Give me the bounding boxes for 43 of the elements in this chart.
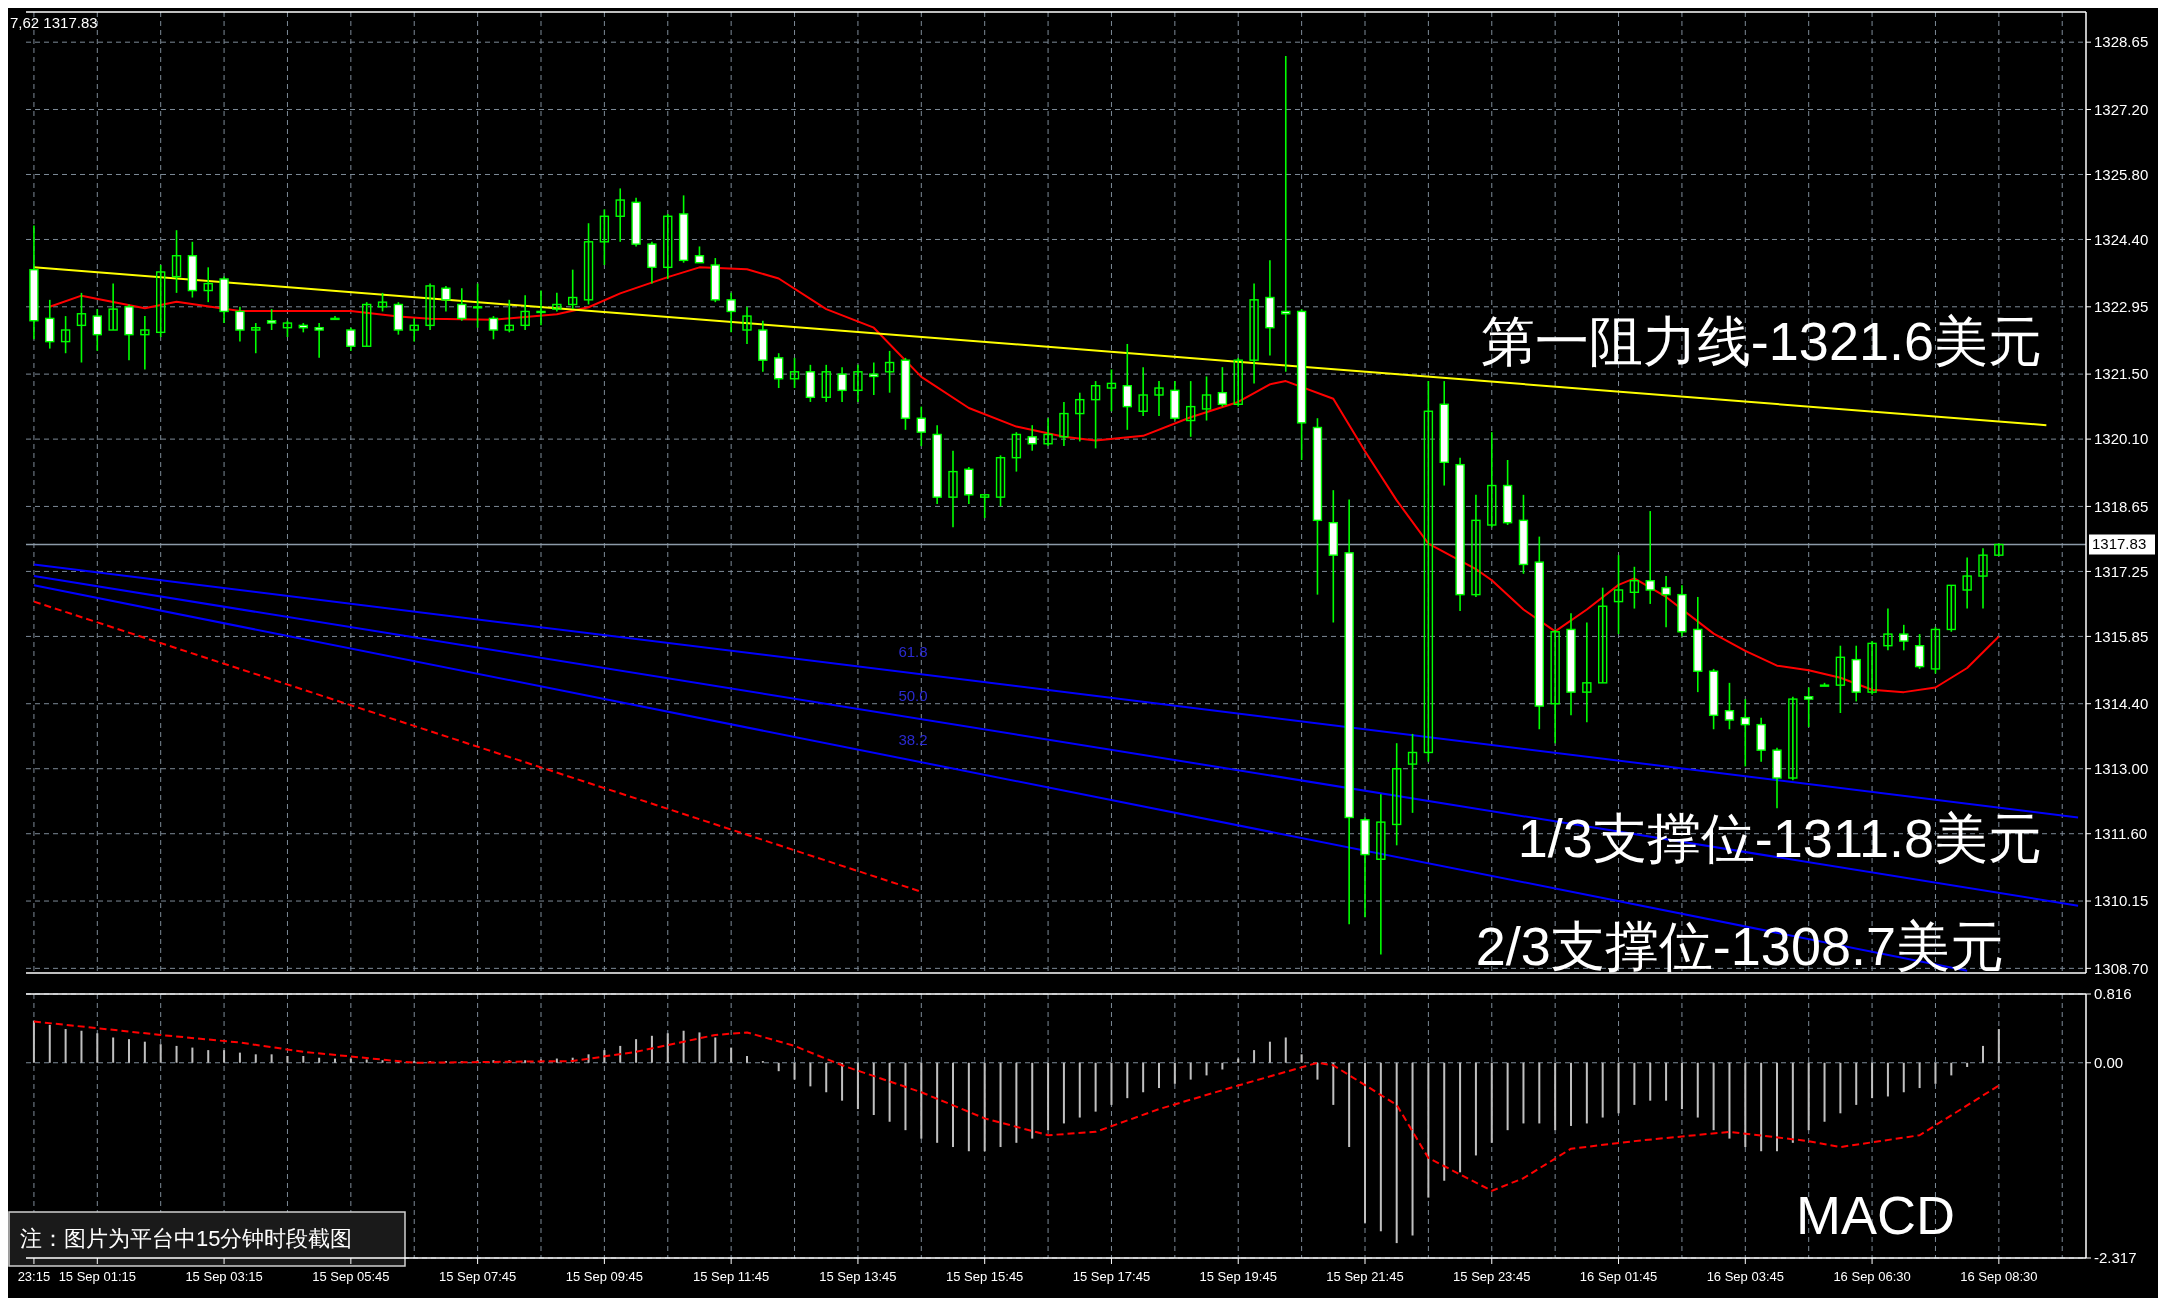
y-tick-label: 1322.95 <box>2094 298 2149 316</box>
x-tick-label: 15 Sep 03:15 <box>185 1269 263 1284</box>
y-tick-label: 1308.70 <box>2094 959 2149 977</box>
x-tick-label: 15 Sep 17:45 <box>1072 1269 1151 1284</box>
y-tick-label: 1318.65 <box>2094 497 2149 515</box>
y-tick-label: 1313.00 <box>2094 759 2149 777</box>
annotation: 38.2 <box>898 731 928 748</box>
y-tick-label: 1324.40 <box>2094 230 2149 248</box>
x-tick-label: 15 Sep 01:15 <box>58 1269 136 1284</box>
x-tick-label: 15 Sep 15:45 <box>946 1269 1024 1284</box>
text: MACD <box>1796 1185 1955 1245</box>
y-tick-label: 1328.65 <box>2094 33 2149 51</box>
y-tick-label: 1315.85 <box>2094 627 2149 645</box>
x-tick-label: 16 Sep 03:45 <box>1706 1269 1784 1284</box>
y-tick-label: 1310.15 <box>2094 892 2149 910</box>
y-tick-label: 1321.50 <box>2094 365 2149 383</box>
x-tick-label: 16 Sep 01:45 <box>1579 1269 1658 1284</box>
x-tick-label: 16 Sep 08:30 <box>1960 1269 2038 1284</box>
y-tick-label: 1320.10 <box>2094 430 2149 448</box>
annotation: 注：图片为平台中15分钟时段截图 <box>20 1226 353 1251</box>
y-tick-label: 1314.40 <box>2094 694 2149 712</box>
x-tick-label: 23:15 <box>17 1269 51 1284</box>
y-tick-label: -2.317 <box>2094 1249 2137 1267</box>
x-tick-label: 15 Sep 13:45 <box>819 1269 897 1284</box>
annotation: 50.0 <box>898 687 928 704</box>
ref-line-label: 1317.83 <box>2092 535 2147 553</box>
y-tick-label: 0.816 <box>2094 985 2132 1003</box>
annotation: 第一阻力线-1321.6美元 <box>1480 311 2042 371</box>
x-tick-label: 15 Sep 09:45 <box>565 1269 644 1284</box>
y-tick-label: 1317.25 <box>2094 562 2149 580</box>
x-tick-label: 15 Sep 05:45 <box>312 1269 390 1284</box>
x-tick-label: 15 Sep 19:45 <box>1199 1269 1277 1284</box>
x-tick-label: 15 Sep 07:45 <box>438 1269 517 1284</box>
y-tick-label: 1311.60 <box>2094 824 2148 842</box>
annotation: 61.8 <box>898 643 928 660</box>
x-tick-label: 15 Sep 21:45 <box>1326 1269 1404 1284</box>
x-tick-label: 15 Sep 11:45 <box>692 1269 770 1284</box>
x-tick-label: 16 Sep 06:30 <box>1833 1269 1911 1284</box>
y-tick-label: 1327.20 <box>2094 100 2149 118</box>
x-tick-label: 15 Sep 23:45 <box>1453 1269 1531 1284</box>
y-tick-label: 1325.80 <box>2094 165 2149 183</box>
chart-title: 7,62 1317.83 <box>10 14 98 31</box>
y-tick-label: 0.00 <box>2094 1054 2124 1072</box>
